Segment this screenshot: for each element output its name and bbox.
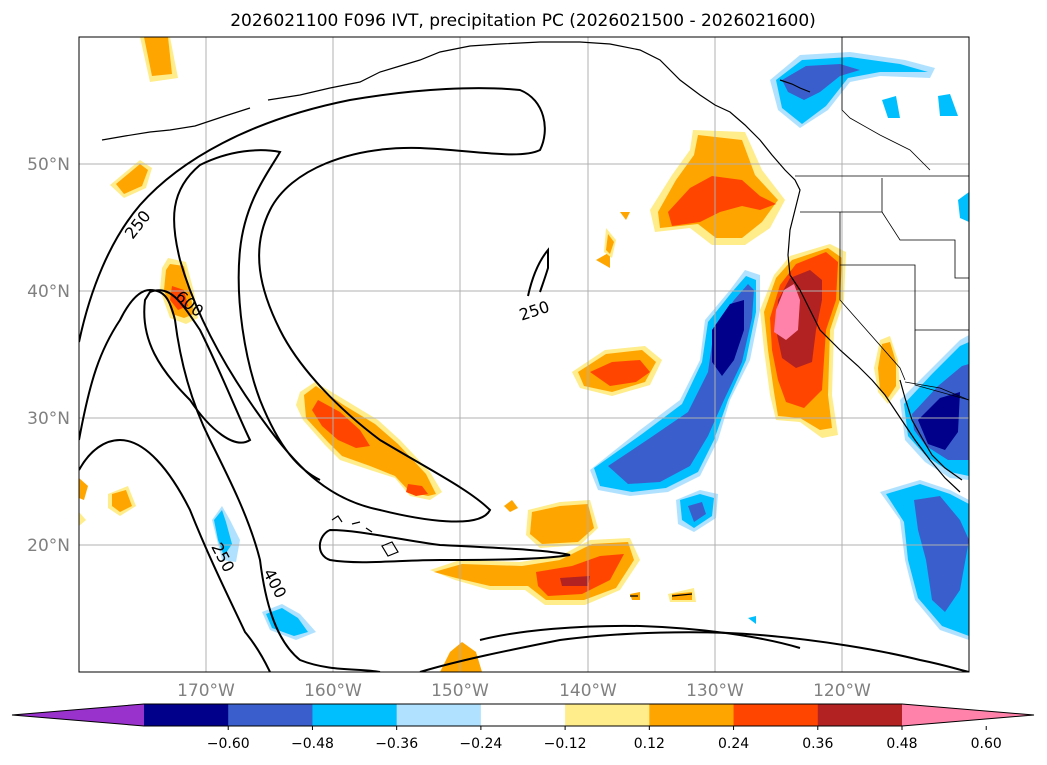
colorbar-tick-label: −0.48 xyxy=(291,736,334,752)
colorbar-segment xyxy=(565,704,650,726)
coast-hawaii xyxy=(331,515,399,557)
coast-islands1 xyxy=(779,79,811,93)
border-states2 xyxy=(839,265,969,401)
fill-alaska-sm xyxy=(882,96,900,118)
x-tick-label: 140°W xyxy=(559,681,617,701)
colorbar-segment xyxy=(312,704,398,726)
fill-sub-0.36 xyxy=(536,554,624,596)
colorbar-tick-label: 0.12 xyxy=(634,736,665,752)
colorbar-tick-label: 0.48 xyxy=(886,736,917,752)
fill-neg-small xyxy=(748,616,756,624)
y-tick-label: 20°N xyxy=(27,536,70,556)
colorbar-tick-label: 0.24 xyxy=(718,736,749,752)
colorbar-segment xyxy=(144,704,229,726)
fill-sm4 xyxy=(504,500,518,512)
colorbar: −0.60 −0.48 −0.36 −0.24 −0.12 0.12 0.24 0.36 0.4… xyxy=(11,703,1035,752)
border-mexico xyxy=(904,381,969,401)
map-panel: 250 600 250 250 400 xyxy=(78,36,970,673)
fill-sm1 xyxy=(596,252,610,268)
coastlines xyxy=(101,41,963,597)
fill-west-edge xyxy=(79,478,88,500)
gridlines xyxy=(79,37,969,672)
colorbar-tick-label: −0.36 xyxy=(375,736,418,752)
coast-misc xyxy=(630,593,693,597)
fill-sub-0.48 xyxy=(560,576,590,586)
fill-edge-ne xyxy=(958,192,969,222)
coast-aleutians xyxy=(101,107,251,141)
fill-ne-coast-0.36 xyxy=(668,176,776,226)
fill-central-0.36b xyxy=(406,484,428,496)
fill-central-0.36 xyxy=(312,400,370,448)
coast-alaska xyxy=(267,41,961,493)
border-alaska xyxy=(841,37,931,171)
ivt-contour-250-outer xyxy=(79,87,546,523)
colorbar-extend-high xyxy=(902,704,1034,726)
ivt-contour-250-sc xyxy=(479,624,801,649)
y-tick-label: 50°N xyxy=(27,155,70,175)
ivt-contour-250-s xyxy=(318,528,571,564)
fill-mid-0.36 xyxy=(590,360,650,386)
ivt-contour-600 xyxy=(143,289,252,444)
colorbar-segment xyxy=(733,704,819,726)
colorbar-tick-label: −0.12 xyxy=(544,736,587,752)
fill-sm-neg1c xyxy=(688,502,706,522)
colorbar-segment xyxy=(817,704,903,726)
borders xyxy=(795,37,969,401)
map-frame xyxy=(78,36,970,673)
fill-top-0.24 xyxy=(144,37,172,76)
y-tick-label: 40°N xyxy=(27,282,70,302)
fill-dry-neg-0.48 xyxy=(712,300,744,376)
colorbar-tick-label: 0.60 xyxy=(971,736,1002,752)
fill-calif-0.60 xyxy=(774,284,800,340)
colorbar-extend-low xyxy=(12,704,144,726)
ivt-contour-250-mid xyxy=(527,247,549,297)
fill-blob-sw-b xyxy=(112,490,132,512)
colorbar-outline xyxy=(11,703,1035,727)
ivt-contours xyxy=(79,87,969,672)
colorbar-tick-label: 0.36 xyxy=(802,736,833,752)
colorbar-tick-label: −0.60 xyxy=(207,736,250,752)
x-tick-label: 130°W xyxy=(686,681,744,701)
colorbar-tick-label: −0.24 xyxy=(459,736,502,752)
y-tick-label: 30°N xyxy=(27,409,70,429)
colorbar-segment xyxy=(396,704,482,726)
fill-sm3 xyxy=(620,212,630,220)
fill-west-edge2 xyxy=(79,512,86,526)
fill-alaska-0.36 xyxy=(782,64,860,100)
colorbar-segment xyxy=(649,704,735,726)
x-tick-label: 150°W xyxy=(431,681,489,701)
coast-baja xyxy=(899,379,963,481)
fill-sub-b-0.24 xyxy=(530,504,594,544)
fill-alaska-sm2 xyxy=(938,94,958,116)
x-tick-labels: 170°W 160°W 150°W 140°W 130°W 120°W xyxy=(177,681,871,701)
fill-sm2b xyxy=(606,234,614,254)
y-tick-labels: 20°N 30°N 40°N 50°N xyxy=(27,155,70,556)
x-tick-label: 120°W xyxy=(813,681,871,701)
fill-baja-pos-b xyxy=(878,342,896,398)
x-tick-label: 170°W xyxy=(177,681,235,701)
fill-baja-neg-0.48 xyxy=(918,392,960,450)
colorbar-segment xyxy=(228,704,313,726)
x-tick-label: 160°W xyxy=(304,681,362,701)
border-states1 xyxy=(800,178,969,331)
fill-blob-w-0.36 xyxy=(170,286,188,310)
colorbar-segment xyxy=(480,704,566,726)
chart-title: 2026021100 F096 IVT, precipitation PC (2… xyxy=(230,11,816,31)
fill-blob-nw-0.24 xyxy=(116,164,148,194)
ivt-contour-400 xyxy=(79,288,381,672)
fill-sub-e-0.36 xyxy=(914,496,969,612)
ivt-contour-250-w xyxy=(79,438,271,672)
